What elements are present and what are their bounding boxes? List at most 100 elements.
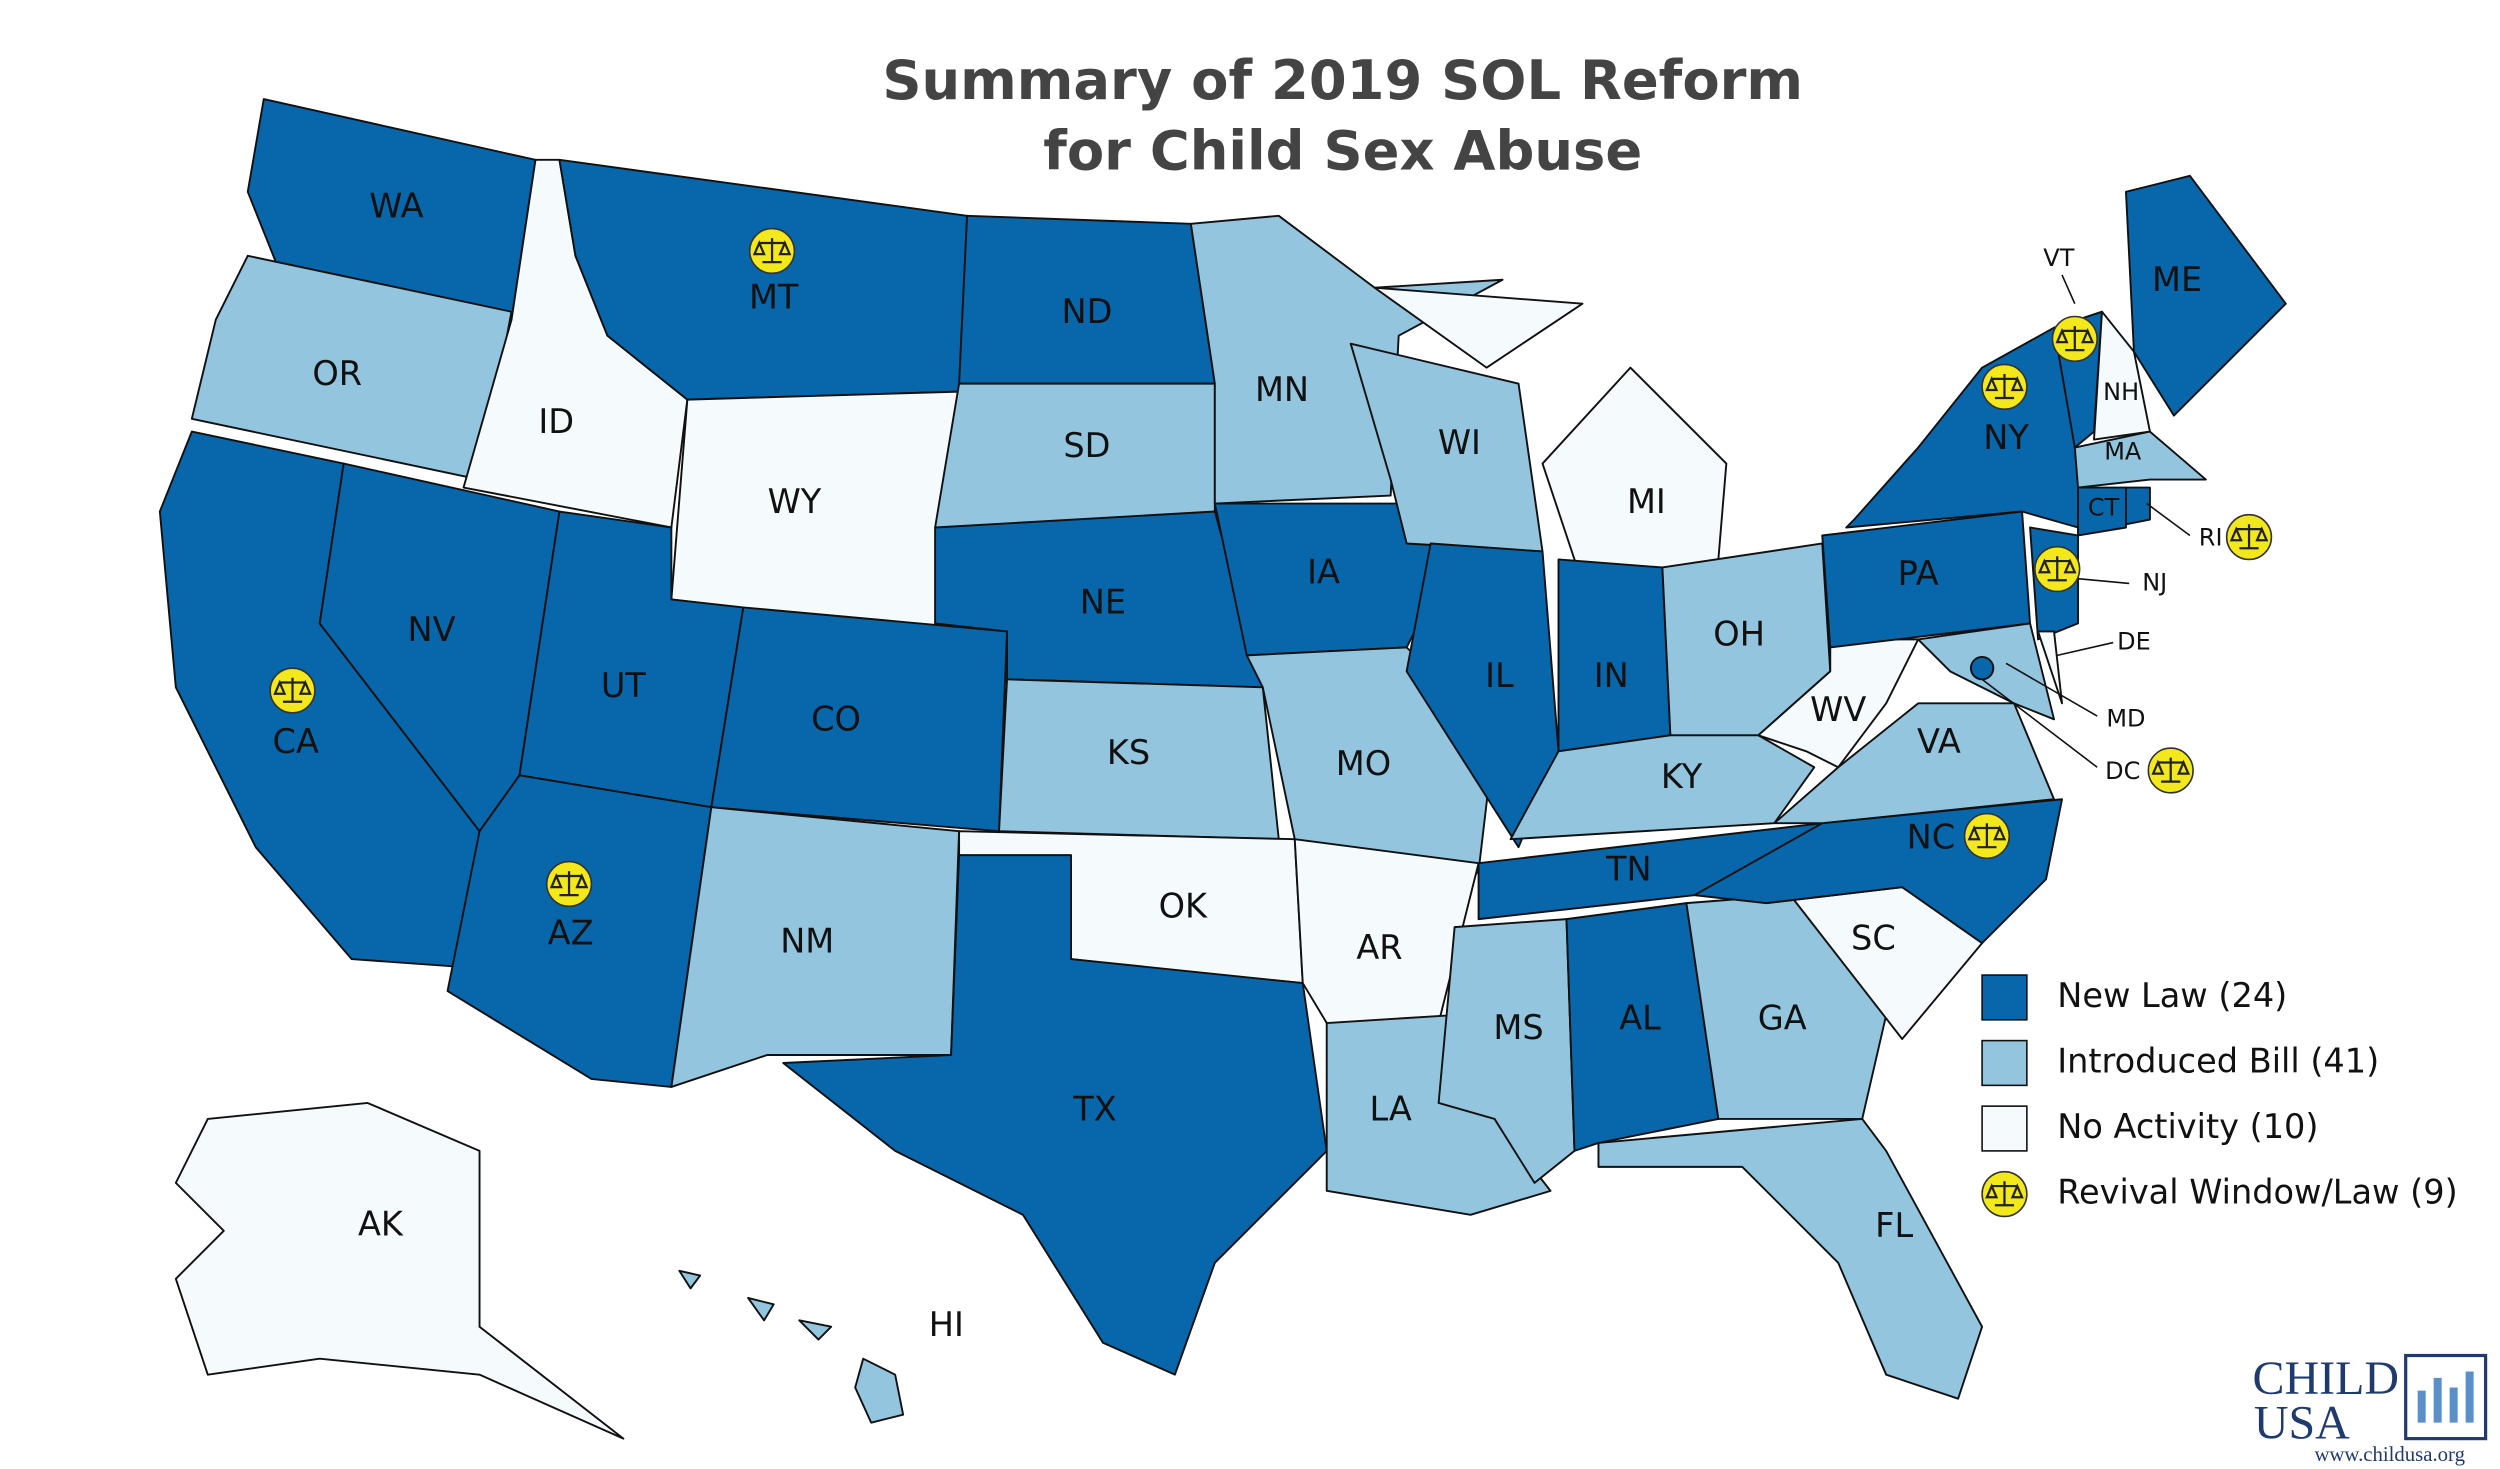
state (190, 254, 513, 481)
state-label: VT (2043, 244, 2074, 272)
state-label: CT (2088, 493, 2120, 521)
state (1845, 326, 2079, 529)
state-label: KY (1661, 757, 1703, 796)
state (2073, 430, 2207, 489)
state-label: DE (2117, 628, 2151, 656)
state-label: CO (811, 699, 861, 738)
logo-icon (2404, 1353, 2488, 1441)
state (747, 1297, 775, 1322)
legend-label: New Law (24) (2057, 976, 2287, 1015)
state-label: LA (1369, 1089, 1411, 1128)
revival-icon-glyph (1967, 823, 2007, 849)
state-label: ND (1061, 292, 1112, 331)
legend-label: Introduced Bill (41) (2057, 1041, 2379, 1080)
legend-swatch (1981, 1039, 2028, 1087)
state (2125, 486, 2151, 526)
state-label: DC (2105, 757, 2140, 785)
logo-icon (2417, 1371, 2474, 1423)
state-label: WA (369, 186, 423, 225)
state-label: AK (358, 1205, 404, 1244)
state-label: WV (1810, 690, 1866, 729)
legend-swatch (1981, 1105, 2028, 1152)
state (670, 806, 961, 1088)
state (1373, 286, 1584, 369)
state-label: SD (1063, 426, 1110, 465)
revival-icon-glyph (549, 871, 589, 897)
state-label: FL (1875, 1206, 1913, 1245)
state (2125, 174, 2287, 417)
revival-icon-glyph (273, 677, 312, 703)
state-label: NC (1907, 818, 1956, 857)
state (2077, 486, 2127, 537)
state-label: NV (408, 610, 456, 649)
state-label: UT (601, 666, 647, 705)
state (854, 1357, 905, 1424)
state (1757, 638, 1920, 769)
state-label: MA (2104, 437, 2142, 465)
state (1189, 214, 1504, 505)
revival-icon-glyph (752, 238, 792, 264)
state-label: AL (1619, 998, 1661, 1037)
state-label: TX (1072, 1089, 1116, 1128)
state-label: TN (1605, 850, 1652, 889)
logo-text: CHILD (2253, 1352, 2399, 1405)
leader-line (1981, 678, 2098, 768)
state-label: MT (749, 277, 799, 316)
revival-icon-glyph (2037, 556, 2077, 582)
state (1541, 366, 1728, 585)
state-label: AZ (548, 914, 594, 953)
state (798, 1319, 833, 1341)
state (174, 1101, 625, 1440)
state-label: AR (1356, 928, 1402, 967)
state-label: OK (1159, 886, 1208, 925)
state-labels: WA OR CA NV ID MT WY UT CO AZ NM ND SD NE KS OK TX MN IA MO… (273, 186, 2223, 1344)
states (158, 98, 2287, 1440)
revival-icons (269, 227, 2273, 908)
state-label: VA (1917, 722, 1961, 761)
revival-icon-glyph (1985, 374, 2024, 400)
state-label: RI (2199, 524, 2223, 552)
leader-line (2061, 274, 2076, 305)
title: for Child Sex Abuse (1043, 119, 1642, 182)
state-label: MS (1493, 1008, 1543, 1047)
revival-icon-glyph (1985, 1181, 2024, 1207)
state (1597, 1117, 1984, 1400)
state (2037, 630, 2063, 705)
state-label: GA (1758, 998, 1807, 1037)
revival-icon-glyph (2055, 326, 2095, 352)
state-label: NY (1983, 418, 2029, 457)
title: Summary of 2019 SOL Reform (882, 49, 1803, 112)
state (1565, 902, 1720, 1152)
leader-line (2057, 641, 2114, 657)
state (1969, 656, 1995, 681)
leader-line (2005, 662, 2098, 717)
legend-swatch (1981, 974, 2028, 1021)
state-label: NH (2103, 378, 2139, 406)
state-label: IA (1307, 552, 1340, 591)
state-label: SC (1851, 918, 1896, 957)
leader-line (2077, 577, 2130, 585)
state (678, 1269, 702, 1290)
logo-url: www.childusa.org (2314, 1443, 2465, 1466)
state-label: IL (1485, 656, 1514, 695)
state-label: OH (1713, 615, 1765, 654)
state (782, 854, 1328, 1376)
state-label: HI (929, 1305, 964, 1344)
logo-text: USA (2254, 1397, 2350, 1450)
state-label: MO (1336, 744, 1391, 783)
state-label: MN (1255, 370, 1309, 409)
state-label: WI (1438, 423, 1481, 462)
legend: New Law (24) Introduced Bill (41) No Activ… (1981, 974, 2458, 1218)
state-label: OR (312, 354, 362, 393)
state-label: IN (1594, 656, 1629, 695)
state-label: NJ (2142, 568, 2167, 596)
legend-label: Revival Window/Law (9) (2057, 1173, 2457, 1212)
revival-icon-glyph (2229, 524, 2269, 550)
state-label: MD (2106, 704, 2145, 732)
state-label: KS (1107, 733, 1150, 772)
state-label: WY (768, 482, 822, 521)
state-label: ME (2152, 260, 2202, 299)
state-label: CA (273, 722, 319, 761)
